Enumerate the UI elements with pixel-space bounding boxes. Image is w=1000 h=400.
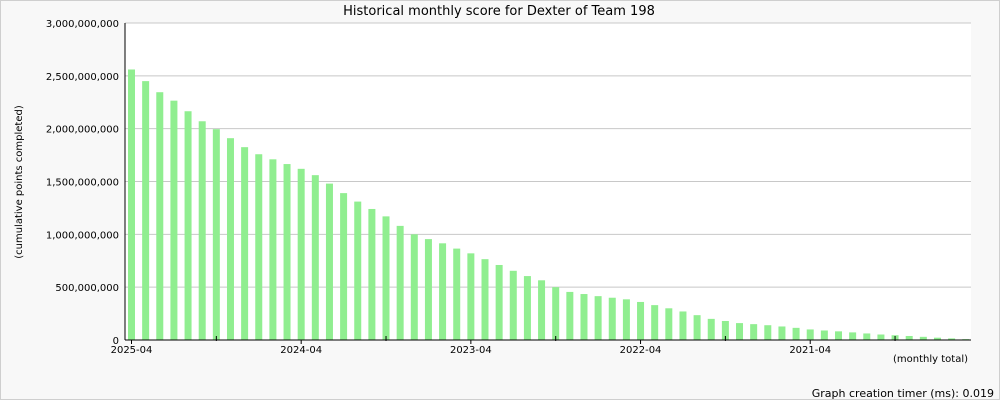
bar [354,201,362,340]
bar [184,111,192,340]
bar [877,334,885,340]
x-tick-label: 2021-04 [789,345,831,356]
bar [820,330,828,340]
bar [707,318,715,340]
bar [283,164,291,340]
bar [637,301,645,340]
bar [778,326,786,340]
bar [580,294,588,340]
bar [622,299,630,340]
bar [651,305,659,340]
bar [368,208,376,340]
y-tick-labels: 0 500,000,000 1,000,000,000 1,500,000,000 2,… [46,19,119,347]
x-tick-label: 2024-04 [280,345,322,356]
bar [509,270,517,340]
x-axis-label: (monthly total) [893,354,968,365]
bar [721,320,729,340]
y-tick-label: 3,000,000,000 [46,19,119,30]
bar [933,337,941,340]
bar [552,287,560,340]
bar [170,100,178,340]
bar [849,332,857,340]
y-axis-label: (cumulative points completed) [14,105,25,259]
bar [467,253,475,340]
graph-timer-text: Graph creation timer (ms): 0.019 [812,387,994,400]
bar [764,325,772,340]
x-tick-label: 2025-04 [111,345,153,356]
bar [198,121,206,341]
chart-title: Historical monthly score for Dexter of T… [343,4,655,19]
bar [241,147,249,340]
bar [495,264,503,340]
bar [269,159,277,340]
x-tick-label: 2023-04 [450,345,492,356]
bar [340,193,348,340]
bar [919,336,927,340]
bar [212,129,220,340]
bar [538,280,546,340]
gridlines [125,22,971,288]
bar [679,311,687,340]
bar [297,168,305,340]
bar [410,234,418,340]
bar [835,331,842,340]
bar [424,239,432,340]
bar [608,297,616,340]
bar [453,248,461,340]
bar [396,225,404,340]
bar [806,329,814,340]
bar [792,327,800,340]
y-tick-label: 1,000,000,000 [46,230,119,241]
bar [948,338,956,340]
bar [128,69,135,341]
y-tick-label: 500,000,000 [55,283,119,294]
x-tick-label: 2022-04 [620,345,662,356]
bar [255,154,263,340]
bar [439,243,447,340]
bars [128,69,970,341]
y-tick-label: 2,500,000,000 [46,72,119,83]
bar [905,335,913,340]
y-tick-label: 2,000,000,000 [46,125,119,136]
bar [311,175,319,340]
bar [325,183,333,340]
y-tick-label: 0 [113,336,119,347]
bar [566,291,574,340]
y-tick-label: 1,500,000,000 [46,178,119,189]
bar [382,216,390,340]
bar [863,333,871,340]
bar [523,276,531,340]
bar [156,92,164,341]
bar [226,138,234,340]
bar [481,259,489,340]
bar [736,323,744,340]
bar [594,296,602,340]
bar [665,308,673,340]
bar [750,324,758,340]
bar [693,315,701,340]
bar [142,81,150,341]
